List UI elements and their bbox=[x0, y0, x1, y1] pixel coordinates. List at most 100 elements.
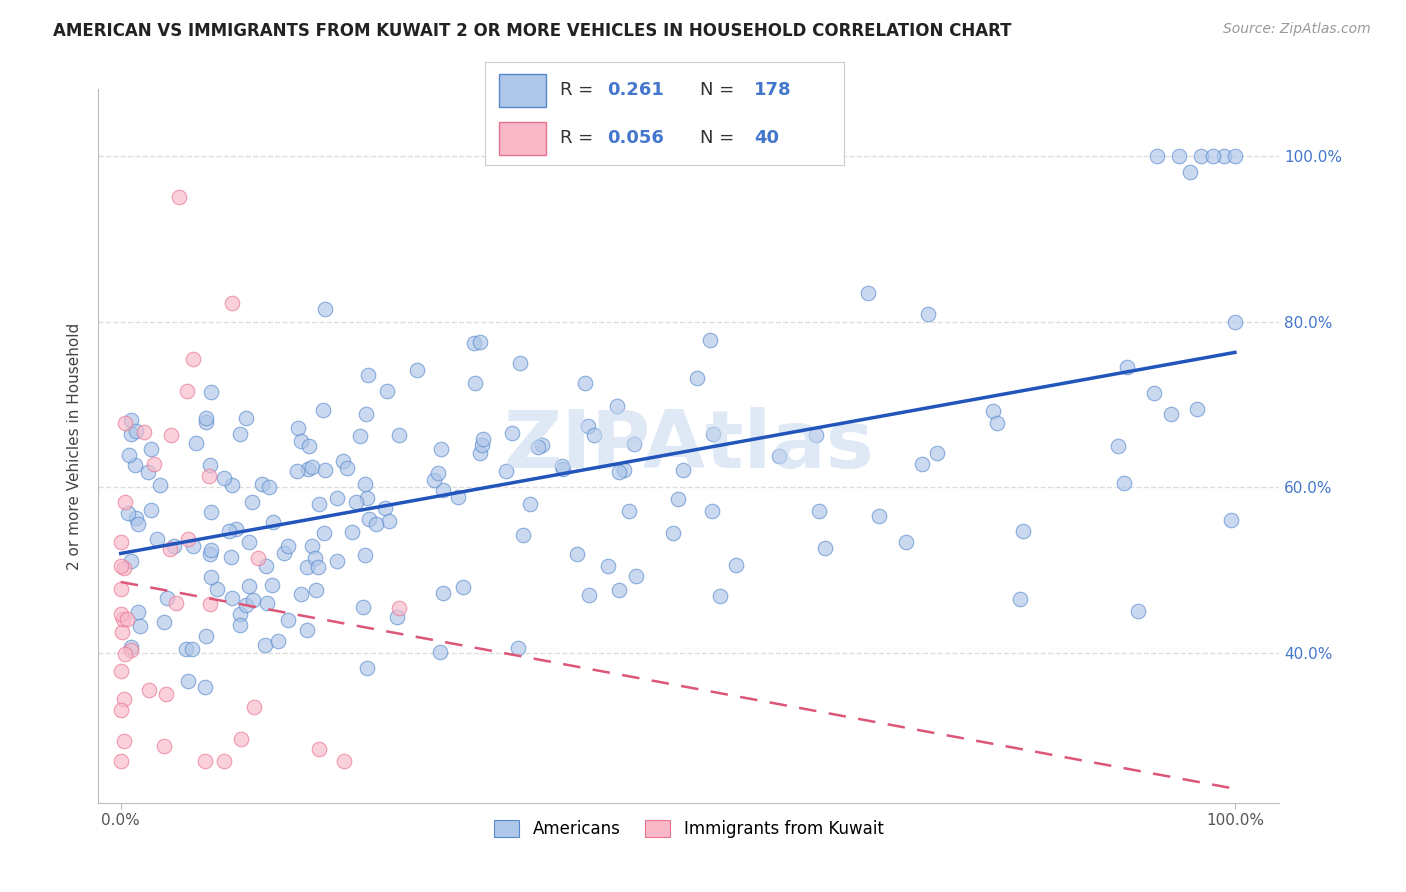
Point bbox=[1223, 148, 1246, 162]
Point bbox=[388, 428, 411, 442]
Point bbox=[290, 587, 312, 601]
Point bbox=[981, 403, 1004, 417]
Point bbox=[471, 438, 494, 452]
Point bbox=[240, 494, 263, 508]
Point bbox=[768, 449, 790, 463]
Point bbox=[301, 539, 323, 553]
Point bbox=[672, 463, 695, 477]
Y-axis label: 2 or more Vehicles in Household: 2 or more Vehicles in Household bbox=[67, 322, 83, 570]
Point bbox=[911, 457, 934, 471]
Text: 40: 40 bbox=[754, 129, 779, 147]
Point bbox=[896, 535, 918, 549]
Point bbox=[112, 733, 135, 747]
Point bbox=[297, 623, 319, 637]
Point bbox=[1008, 591, 1031, 606]
Point bbox=[242, 593, 264, 607]
Point bbox=[388, 601, 411, 615]
Point bbox=[111, 625, 134, 640]
Point bbox=[184, 436, 207, 450]
Point bbox=[530, 437, 553, 451]
Point bbox=[508, 641, 530, 656]
Point bbox=[231, 732, 253, 747]
Point bbox=[314, 463, 336, 477]
Point bbox=[624, 568, 647, 582]
Point bbox=[304, 550, 326, 565]
Point bbox=[297, 462, 319, 476]
Point bbox=[200, 542, 222, 557]
Point bbox=[238, 535, 260, 549]
Point bbox=[574, 376, 596, 390]
Point bbox=[326, 554, 349, 568]
Point bbox=[174, 641, 197, 656]
Point bbox=[180, 641, 202, 656]
Point bbox=[235, 411, 257, 425]
Point bbox=[453, 580, 475, 594]
Point bbox=[200, 570, 222, 584]
Point bbox=[221, 295, 243, 310]
Point bbox=[314, 302, 336, 317]
Point bbox=[138, 683, 160, 698]
Point bbox=[1116, 359, 1139, 374]
Point bbox=[214, 471, 236, 485]
Point bbox=[578, 588, 600, 602]
Point bbox=[214, 754, 236, 768]
Text: R =: R = bbox=[561, 81, 593, 99]
Point bbox=[198, 597, 221, 611]
Point bbox=[110, 558, 132, 573]
Text: AMERICAN VS IMMIGRANTS FROM KUWAIT 2 OR MORE VEHICLES IN HOUSEHOLD CORRELATION C: AMERICAN VS IMMIGRANTS FROM KUWAIT 2 OR … bbox=[53, 22, 1012, 40]
Point bbox=[219, 549, 242, 564]
Point bbox=[112, 561, 135, 575]
Point bbox=[495, 465, 517, 479]
Point bbox=[1126, 604, 1149, 618]
Point bbox=[285, 464, 308, 478]
Point bbox=[447, 490, 470, 504]
Point bbox=[617, 503, 640, 517]
Point bbox=[301, 459, 323, 474]
Point bbox=[195, 629, 218, 643]
Text: Source: ZipAtlas.com: Source: ZipAtlas.com bbox=[1223, 22, 1371, 37]
Point bbox=[120, 427, 142, 442]
Point bbox=[613, 463, 636, 477]
Point bbox=[1223, 314, 1246, 328]
Point bbox=[553, 462, 575, 476]
Point bbox=[228, 618, 250, 632]
Point bbox=[195, 411, 218, 425]
Point bbox=[200, 458, 222, 472]
Point bbox=[118, 448, 141, 462]
Text: N =: N = bbox=[700, 129, 734, 147]
Point bbox=[527, 440, 550, 454]
Point bbox=[305, 582, 328, 597]
Point bbox=[297, 560, 319, 574]
Text: ZIPAtlas: ZIPAtlas bbox=[503, 407, 875, 485]
Point bbox=[165, 596, 187, 610]
Point bbox=[194, 680, 217, 694]
Point bbox=[374, 500, 396, 515]
Point bbox=[194, 754, 217, 768]
Point bbox=[153, 615, 176, 629]
Point bbox=[699, 333, 721, 347]
Point bbox=[856, 285, 879, 300]
Point bbox=[332, 454, 354, 468]
Point bbox=[353, 476, 375, 491]
Point bbox=[468, 334, 491, 349]
Point bbox=[250, 476, 273, 491]
Point bbox=[472, 432, 495, 446]
Point bbox=[917, 307, 939, 321]
Point bbox=[364, 516, 387, 531]
Point bbox=[509, 356, 531, 370]
Point bbox=[277, 613, 299, 627]
Point bbox=[181, 539, 204, 553]
Point bbox=[120, 640, 142, 654]
Point bbox=[110, 607, 132, 621]
Point bbox=[356, 661, 378, 675]
Point bbox=[666, 491, 689, 506]
Point bbox=[132, 425, 155, 440]
Point bbox=[429, 645, 451, 659]
Point bbox=[235, 599, 257, 613]
Point bbox=[606, 399, 628, 413]
Point bbox=[229, 607, 252, 622]
Point bbox=[349, 429, 371, 443]
Point bbox=[567, 547, 589, 561]
Point bbox=[198, 548, 221, 562]
Point bbox=[273, 546, 295, 560]
